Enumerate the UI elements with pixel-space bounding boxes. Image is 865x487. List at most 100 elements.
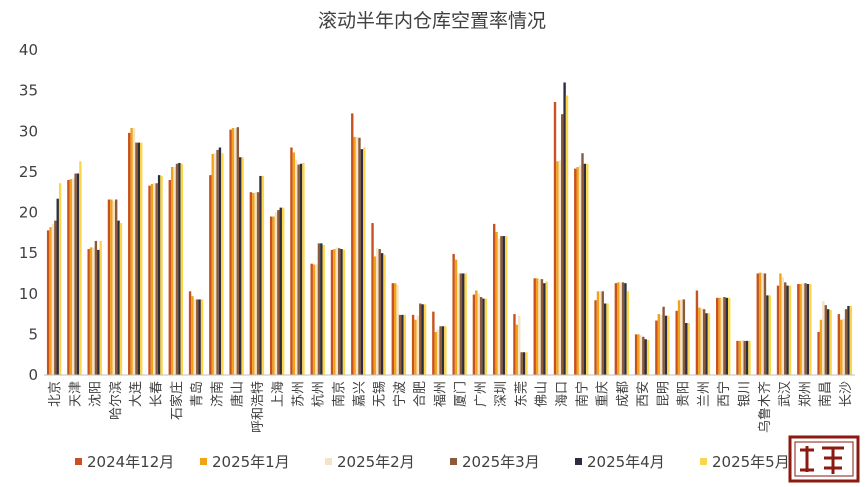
bar <box>391 283 395 375</box>
bar <box>707 313 711 375</box>
bar <box>504 236 508 375</box>
legend-label: 2025年2月 <box>337 453 415 471</box>
bar <box>188 291 192 375</box>
x-tick-label: 无锡 <box>373 381 388 407</box>
bar <box>403 314 407 375</box>
bar <box>292 152 296 375</box>
bar <box>290 147 293 375</box>
bar <box>543 283 546 375</box>
bar <box>302 162 305 375</box>
bar <box>786 285 789 375</box>
bar <box>383 254 386 375</box>
bar <box>256 192 260 375</box>
x-tick-label: 长沙 <box>839 381 854 407</box>
bar <box>229 129 232 375</box>
bar <box>583 163 587 375</box>
bar <box>279 207 282 375</box>
bar <box>817 331 820 375</box>
bar <box>837 314 841 375</box>
bar <box>826 309 830 375</box>
bar <box>725 297 729 375</box>
x-tick-label: 深圳 <box>494 381 509 407</box>
bar <box>462 273 465 375</box>
bar <box>809 284 812 375</box>
bar <box>601 291 604 375</box>
bar <box>535 278 539 375</box>
bar <box>198 299 201 375</box>
bar <box>394 283 397 375</box>
bar <box>173 167 176 375</box>
legend-label: 2025年1月 <box>212 453 290 471</box>
bar <box>218 147 222 375</box>
bar <box>157 175 161 375</box>
bar <box>844 309 848 375</box>
bar <box>675 310 678 375</box>
bar <box>621 282 625 375</box>
bar <box>475 290 478 375</box>
bar <box>576 167 579 375</box>
bar <box>525 352 528 375</box>
bar <box>664 315 668 375</box>
bar <box>135 142 138 375</box>
bar <box>720 297 724 375</box>
bar <box>763 273 767 375</box>
bar <box>137 142 141 375</box>
bar <box>457 273 460 375</box>
bar <box>209 175 212 375</box>
bar <box>799 284 802 375</box>
bar <box>376 248 379 375</box>
bar <box>515 324 519 375</box>
bar <box>558 160 562 375</box>
bar <box>67 180 70 375</box>
x-tick-label: 兰州 <box>697 381 712 407</box>
bar <box>72 178 75 375</box>
bar <box>49 227 52 375</box>
y-tick-label: 15 <box>19 244 38 262</box>
legend: 2024年12月 2025年1月 2025年2月 2025年3月 2025年4月 2025… <box>75 453 790 471</box>
x-tick-label: 广州 <box>474 381 489 407</box>
y-tick-label: 20 <box>19 204 38 222</box>
x-tick-label: 南京 <box>331 381 347 407</box>
bar <box>196 299 199 375</box>
bar <box>97 249 100 375</box>
x-tick-label: 西安 <box>636 381 651 407</box>
bar <box>94 240 98 375</box>
bar <box>254 192 257 375</box>
bar <box>594 300 597 375</box>
bar <box>234 128 237 375</box>
bar <box>148 185 151 375</box>
bar <box>269 216 273 375</box>
legend-label: 2025年4月 <box>587 453 665 471</box>
legend-swatch <box>75 458 82 465</box>
bar <box>297 164 300 375</box>
bar <box>596 291 600 375</box>
bar <box>355 136 359 375</box>
bar <box>563 82 566 375</box>
bar <box>76 173 80 375</box>
bar <box>236 127 240 375</box>
bar <box>411 314 415 375</box>
bar <box>500 236 503 375</box>
bar <box>363 147 366 375</box>
bar <box>698 307 701 375</box>
x-tick-label: 佛山 <box>535 381 550 407</box>
bar <box>619 282 622 375</box>
x-tick-label: 海口 <box>555 381 570 407</box>
bar <box>261 175 265 375</box>
bar <box>522 352 526 375</box>
x-tick-label: 沈阳 <box>89 381 104 407</box>
bar <box>738 340 742 375</box>
x-tick-label: 福州 <box>433 381 448 407</box>
bar <box>180 163 183 375</box>
bar <box>716 297 719 375</box>
bar <box>371 223 374 375</box>
x-tick-label: 乌鲁木齐 <box>757 381 773 433</box>
bar <box>685 323 688 375</box>
bar <box>680 299 683 375</box>
bar <box>518 315 521 375</box>
bar <box>132 128 136 375</box>
bar <box>741 340 744 375</box>
bar <box>784 282 787 375</box>
bar <box>464 273 467 375</box>
bar <box>788 285 792 375</box>
